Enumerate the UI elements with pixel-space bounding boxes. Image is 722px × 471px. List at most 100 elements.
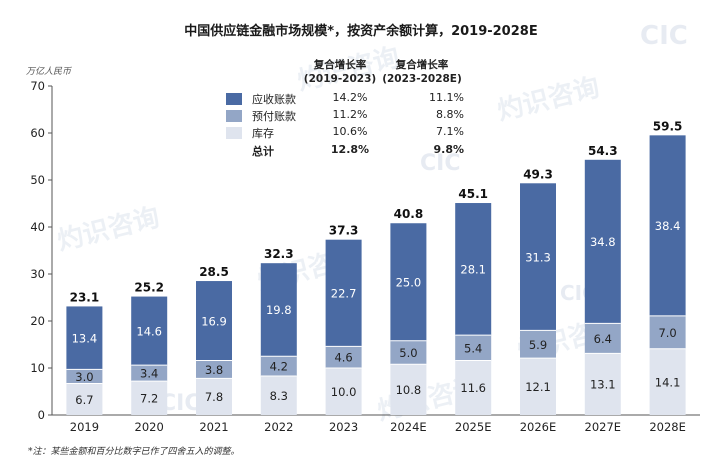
bar-segment: [649, 315, 686, 349]
total-label: 59.5: [653, 119, 683, 133]
bar-segment: [584, 323, 621, 354]
y-tick-label: 40: [30, 220, 45, 234]
total-label: 23.1: [70, 290, 100, 304]
data-label: 13.1: [590, 378, 616, 392]
bar-segment: [390, 223, 427, 341]
y-tick-label: 70: [30, 79, 45, 93]
cagr-header-2-line1: 复合增长率: [395, 59, 449, 71]
data-label: 31.3: [525, 250, 551, 264]
bar-segment: [520, 330, 556, 359]
watermark-text: 灼识咨询: [494, 72, 602, 127]
bar-segment: [131, 381, 168, 415]
x-tick-label: 2023: [329, 420, 358, 434]
watermark-text: CIC: [640, 21, 688, 51]
data-label: 34.8: [590, 235, 616, 249]
footnote: *注：某些金额和百分比数字已作了四舍五入的调整。: [28, 447, 240, 457]
x-tick-label: 2020: [135, 420, 164, 434]
x-tick-label: 2024E: [390, 420, 427, 434]
cagr-value: 11.2%: [332, 108, 368, 121]
legend-swatch-inventory: [226, 127, 242, 139]
legend-swatch-receivables: [226, 93, 242, 105]
data-label: 3.4: [140, 367, 158, 381]
data-label: 14.6: [136, 324, 162, 338]
total-label: 25.2: [134, 281, 164, 295]
bar-segment: [196, 281, 232, 361]
bar-segment: [260, 356, 297, 376]
cagr-header-2: 复合增长率 (2023-2028E): [378, 58, 466, 86]
total-label: 37.3: [329, 224, 359, 238]
data-label: 4.6: [334, 351, 352, 365]
bar-segment: [520, 358, 556, 415]
cagr-value: 8.8%: [436, 108, 464, 121]
bar-segment: [325, 368, 362, 415]
bar-segment: [325, 346, 362, 368]
data-label: 11.6: [460, 381, 486, 395]
legend-swatch-prepayments: [226, 110, 242, 122]
y-tick-label: 60: [30, 126, 45, 140]
data-label: 13.4: [72, 331, 98, 345]
bar-segment: [455, 335, 492, 361]
bar-segment: [390, 364, 427, 415]
data-label: 10.8: [396, 383, 422, 397]
x-tick-label: 2025E: [455, 420, 492, 434]
total-label: 45.1: [458, 187, 488, 201]
bar-segment: [649, 135, 686, 316]
total-label: 49.3: [523, 167, 553, 181]
legend-label-receivables: 应收账款: [252, 93, 296, 106]
data-label: 25.0: [396, 275, 422, 289]
bar-segment: [584, 159, 621, 324]
y-axis-unit: 万亿人民币: [26, 67, 72, 77]
y-tick-label: 50: [30, 173, 45, 187]
data-label: 7.0: [658, 326, 676, 340]
bar-segment: [196, 378, 232, 415]
cagr-value: 7.1%: [436, 125, 464, 138]
legend-label-total: 总计: [252, 145, 274, 158]
bar-segment: [455, 360, 492, 415]
data-label: 5.4: [464, 341, 482, 355]
data-label: 6.7: [75, 393, 93, 407]
total-label: 54.3: [588, 144, 618, 158]
bar-segment: [520, 183, 556, 331]
bar-segment: [66, 383, 103, 415]
bar-segment: [390, 340, 427, 365]
x-tick-label: 2019: [70, 420, 99, 434]
data-label: 10.0: [331, 385, 357, 399]
data-label: 6.4: [594, 332, 612, 346]
x-tick-label: 2027E: [585, 420, 622, 434]
watermark-text: CIC: [420, 151, 460, 176]
cagr-value: 10.6%: [332, 125, 368, 138]
data-label: 14.1: [655, 375, 681, 389]
bar-segment: [325, 239, 362, 347]
legend-row-inventory: 库存 10.6% 7.1%: [226, 124, 464, 142]
data-label: 16.9: [201, 314, 227, 328]
bar-segment: [131, 296, 168, 366]
legend-row-total: 总计 12.8% 9.8%: [226, 142, 464, 160]
cagr-value-total: 9.8%: [433, 143, 464, 156]
data-label: 8.3: [270, 389, 288, 403]
data-label: 3.8: [205, 363, 223, 377]
data-label: 22.7: [331, 287, 357, 301]
bar-segment: [196, 360, 232, 379]
bar-segment: [66, 369, 103, 384]
cagr-value-total: 12.8%: [330, 143, 370, 156]
chart-title: 中国供应链金融市场规模*，按资产余额计算，2019-2028E: [184, 24, 538, 39]
x-tick-label: 2028E: [649, 420, 686, 434]
y-tick-label: 0: [38, 408, 45, 422]
total-label: 32.3: [264, 247, 294, 261]
legend-row-prepayments: 预付账款 11.2% 8.8%: [226, 107, 464, 125]
legend-label-inventory: 库存: [252, 127, 274, 140]
x-tick-label: 2021: [199, 420, 228, 434]
bar-segment: [131, 365, 168, 382]
data-label: 5.0: [399, 346, 417, 360]
x-tick-label: 2022: [264, 420, 293, 434]
bar-segment: [649, 348, 686, 415]
total-label: 28.5: [199, 265, 229, 279]
bar-segment: [260, 375, 297, 415]
legend-label-prepayments: 预付账款: [252, 110, 296, 123]
cagr-header-1-line1: 复合增长率: [313, 59, 367, 71]
data-label: 7.2: [140, 392, 158, 406]
cagr-value: 14.2%: [332, 91, 368, 104]
cagr-value: 11.1%: [429, 91, 464, 104]
